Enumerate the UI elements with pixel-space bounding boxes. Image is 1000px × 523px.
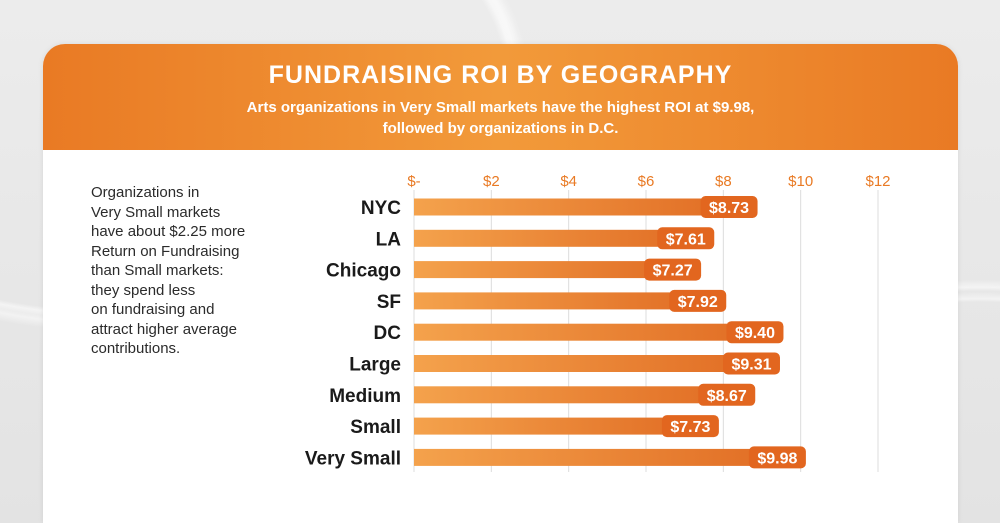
bar (414, 448, 800, 466)
category-label: LA (376, 229, 402, 250)
x-tick-label: $6 (638, 173, 655, 190)
data-label-badge (698, 383, 756, 406)
bar (414, 355, 774, 372)
chart-subtitle: Arts organizations in Very Small markets… (43, 97, 958, 139)
subtitle-line-1: Arts organizations in Very Small markets… (246, 99, 755, 116)
bar (414, 229, 709, 247)
data-label: $7.73 (670, 419, 710, 436)
x-tick-label: $12 (865, 173, 890, 190)
data-label: $8.67 (707, 388, 747, 405)
category-label: Very Small (305, 448, 401, 469)
x-tick-label: $2 (483, 173, 500, 190)
x-tick-label: $8 (715, 173, 732, 190)
bar (414, 386, 750, 404)
x-tick-label: $10 (788, 173, 813, 190)
bar (414, 417, 713, 435)
subtitle-line-2: followed by organizations in D.C. (382, 120, 619, 137)
data-label: $9.98 (757, 450, 797, 467)
data-label-badge (669, 289, 727, 312)
bar (414, 261, 696, 279)
data-label: $7.61 (666, 231, 706, 248)
category-label: Chicago (326, 261, 401, 282)
category-label: NYC (361, 198, 401, 219)
bar (414, 323, 778, 341)
category-label: Large (349, 355, 401, 376)
bar (414, 292, 721, 310)
category-label: Medium (329, 386, 401, 407)
data-label-badge (644, 258, 702, 281)
data-label: $7.27 (653, 263, 693, 280)
header-banner: FUNDRAISING ROI BY GEOGRAPHY Arts organi… (43, 44, 958, 150)
data-label: $8.73 (709, 200, 749, 217)
data-label-badge (722, 352, 780, 375)
chart-title: FUNDRAISING ROI BY GEOGRAPHY (268, 61, 733, 89)
data-label: $9.31 (731, 357, 771, 374)
data-label-badge (657, 227, 715, 250)
data-label-badge (661, 415, 719, 438)
x-tick-label: $- (407, 173, 420, 190)
data-label-badge (726, 321, 784, 344)
data-label-badge (748, 446, 806, 469)
x-tick-label: $4 (560, 173, 577, 190)
infographic-card: FUNDRAISING ROI BY GEOGRAPHY Arts organi… (43, 44, 958, 523)
data-label: $9.40 (735, 325, 775, 342)
data-label: $7.92 (678, 294, 718, 311)
bar (414, 198, 752, 216)
category-label: DC (374, 323, 402, 344)
category-label: Small (350, 417, 401, 438)
data-label-badge (700, 196, 758, 218)
category-label: SF (377, 292, 401, 313)
side-note: Organizations in Very Small markets have… (91, 184, 246, 357)
